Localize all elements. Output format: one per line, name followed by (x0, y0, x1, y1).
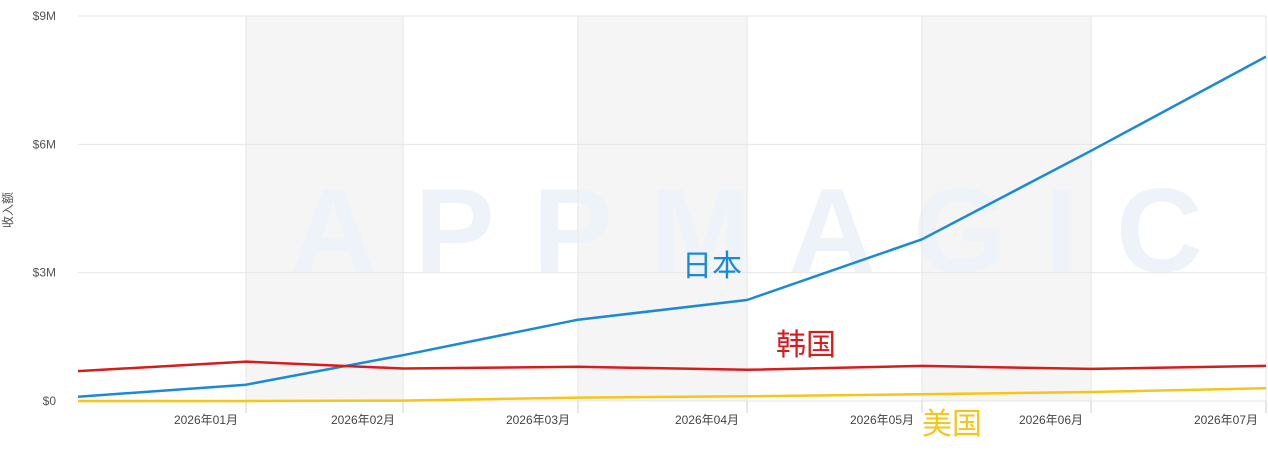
watermark-text: APPMAGIC (290, 164, 1241, 298)
y-tick-label: $6M (33, 137, 56, 151)
y-axis-label: 收入额 (1, 192, 15, 228)
shaded-band-2 (578, 16, 747, 401)
shaded-band-1 (246, 16, 403, 401)
x-tick-label: 2026年01月 (174, 413, 238, 427)
y-tick-label: $0 (43, 394, 57, 408)
series-label-3: 美国 (922, 408, 982, 441)
x-axis-ticks: 2026年01月 2026年02月 2026年03月 2026年04月 2026年05月… (174, 413, 1258, 427)
shaded-band-3 (922, 16, 1091, 401)
y-tick-label: $9M (33, 9, 56, 23)
series-lines (77, 55, 1267, 403)
x-tick-label: 2026年07月 (1194, 413, 1258, 427)
x-tick-label: 2026年02月 (331, 413, 395, 427)
series-label-2: 韩国 (776, 329, 836, 362)
shaded-bands (246, 16, 1091, 401)
series-label-1: 日本 (682, 250, 742, 283)
x-tick-label: 2026年05月 (850, 413, 914, 427)
gridlines (78, 15, 1267, 413)
series-line-3 (78, 386, 1267, 403)
series-line-2 (77, 360, 1267, 373)
x-tick-label: 2026年04月 (675, 413, 739, 427)
x-tick-label: 2026年03月 (506, 413, 570, 427)
y-axis-ticks: $0 $3M $6M $9M (33, 9, 57, 408)
y-tick-label: $3M (33, 266, 56, 280)
x-tick-label: 2026年06月 (1019, 413, 1083, 427)
series-line-1 (77, 55, 1267, 398)
